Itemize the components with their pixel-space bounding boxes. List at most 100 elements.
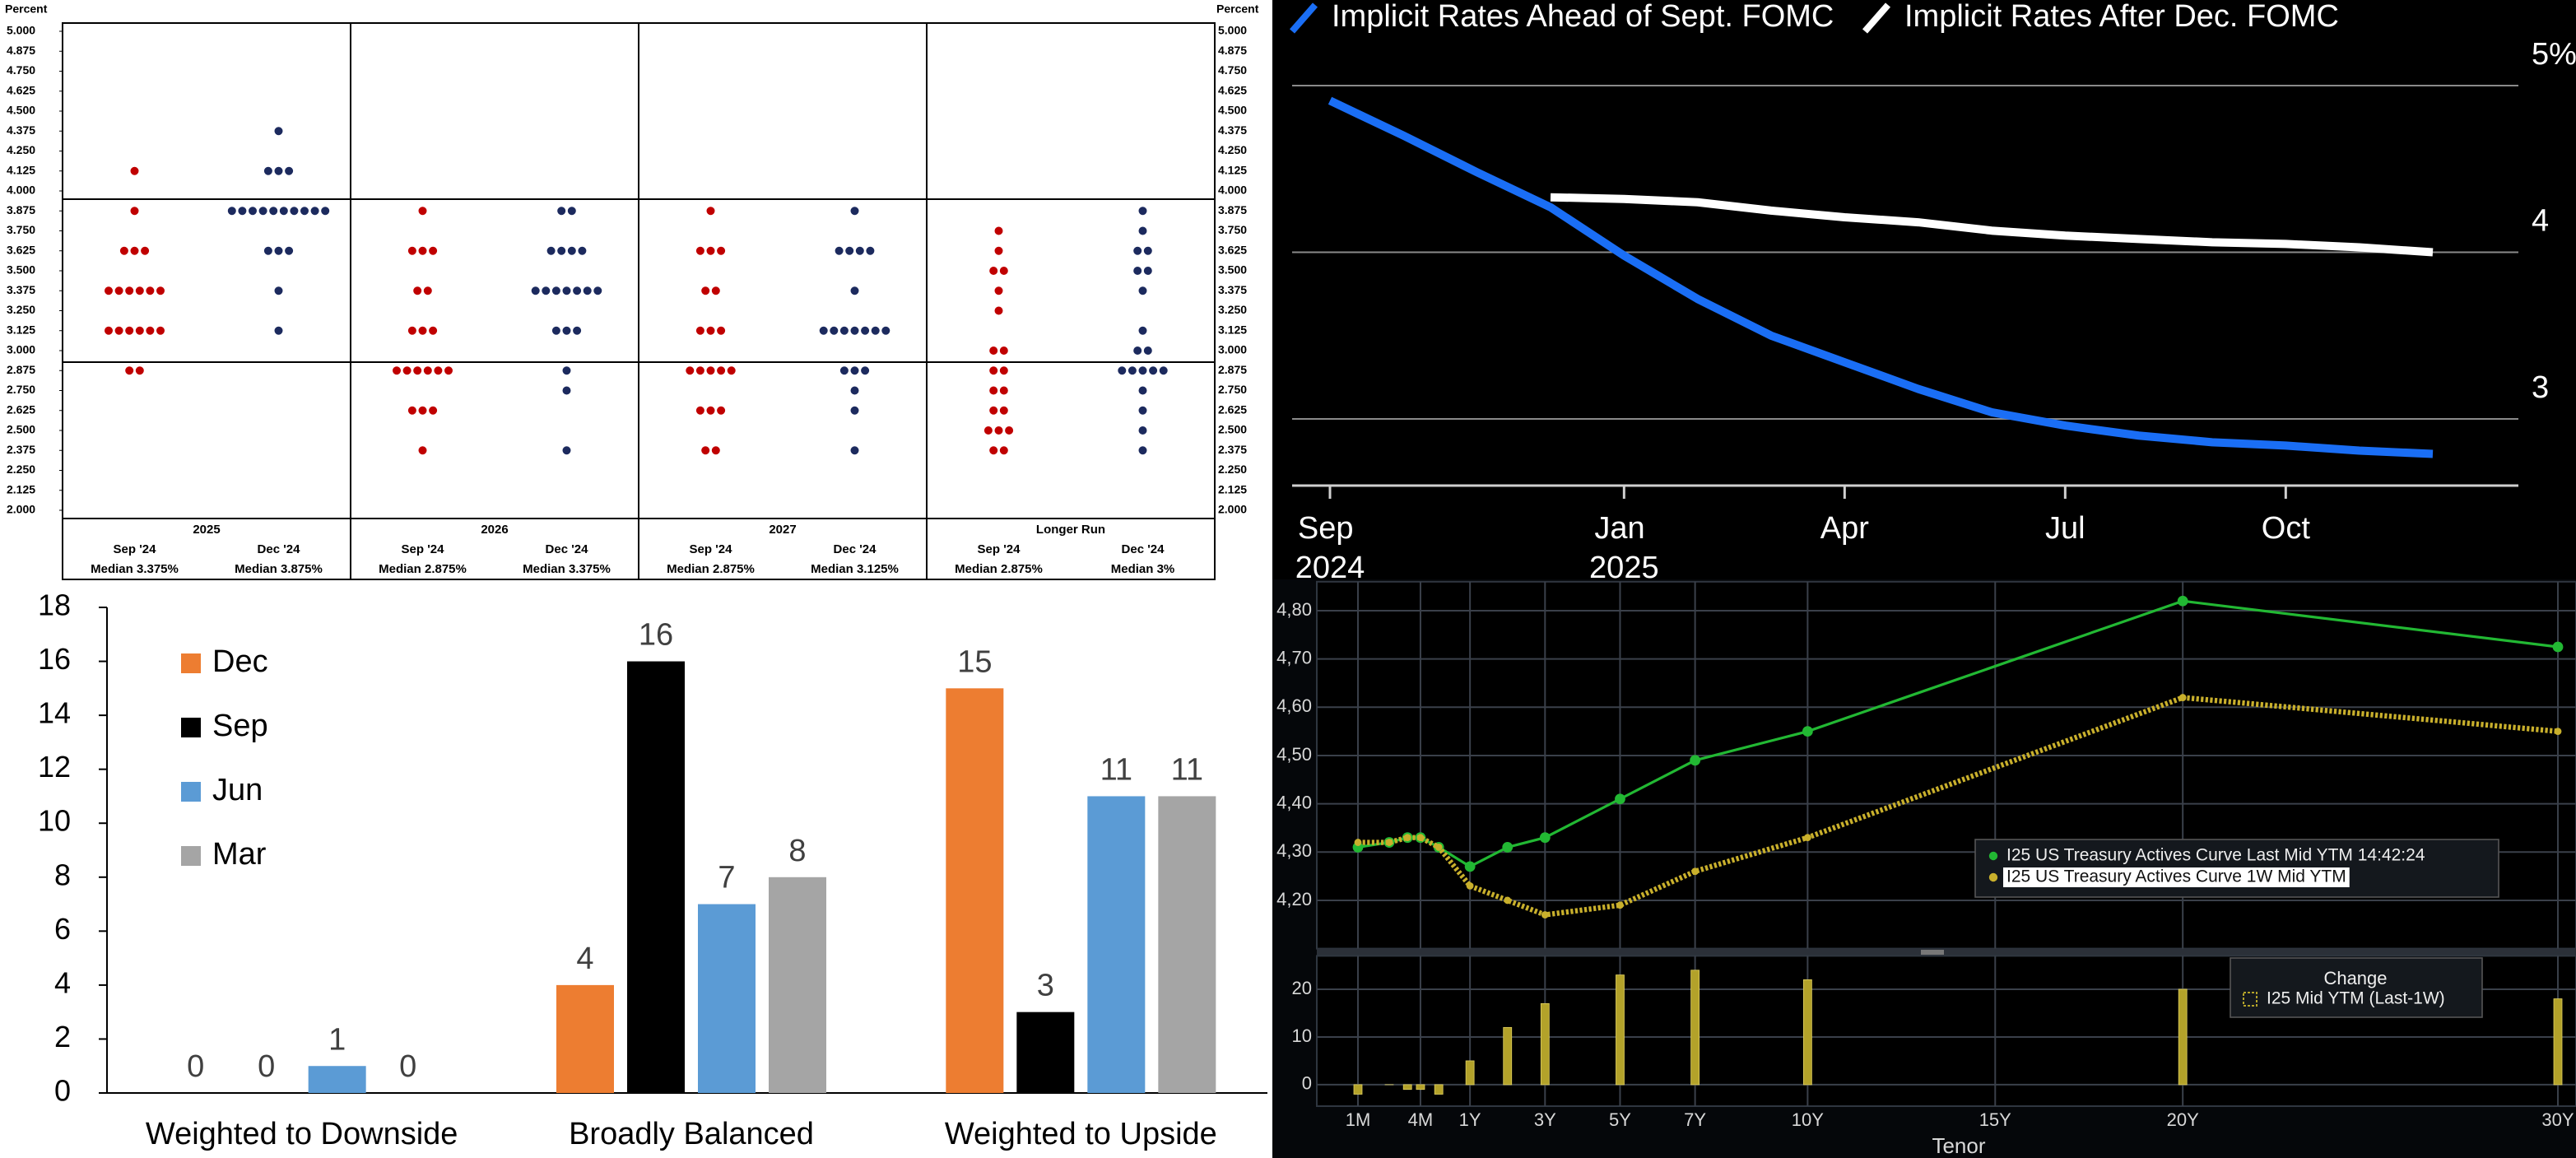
- series-line: [1550, 193, 2434, 257]
- point-marker: [1616, 901, 1624, 909]
- dot: [227, 207, 236, 216]
- y-tick-label: 5%: [2532, 37, 2576, 72]
- median-label: Median 3%: [1111, 562, 1175, 576]
- point-marker: [1691, 867, 1700, 876]
- dot: [1143, 267, 1152, 275]
- dot: [1005, 426, 1014, 435]
- x-tick-label: 10Y: [1792, 1109, 1824, 1130]
- dot: [114, 326, 123, 335]
- dot: [1149, 366, 1158, 375]
- value-label: 11: [1171, 752, 1203, 787]
- dot: [1133, 346, 1142, 355]
- dot: [567, 246, 576, 255]
- dot: [130, 246, 139, 255]
- dot: [105, 286, 113, 295]
- y-axis-title: Percent: [5, 2, 48, 16]
- y-tick-label: 4.875: [7, 44, 35, 57]
- x-tick-label: 1M: [1346, 1109, 1371, 1130]
- dot: [551, 286, 560, 295]
- y-tick-label: 2.750: [1218, 383, 1247, 396]
- y-tick-label: 4.500: [1218, 104, 1247, 117]
- y-tick-label: 3.250: [1218, 303, 1247, 316]
- x-tick-label: Sep 2024: [1295, 511, 1365, 585]
- y-tick-label: 2.875: [7, 363, 35, 376]
- legend-swatch: [181, 718, 201, 737]
- dot: [701, 286, 710, 295]
- median-label: Median 3.125%: [811, 562, 899, 576]
- x-tick-label: 20Y: [2167, 1109, 2199, 1130]
- dot: [850, 406, 859, 415]
- y-tick-label: 4,40: [1276, 792, 1312, 812]
- dot: [1138, 386, 1147, 395]
- y-tick-label: 6: [54, 912, 71, 946]
- y-tick-label: 2.875: [1218, 363, 1247, 376]
- y-tick-label: 4.625: [1218, 83, 1247, 96]
- bar: [1465, 1060, 1475, 1086]
- dot: [989, 406, 998, 415]
- y-tick-label: 2.250: [7, 463, 35, 476]
- dot: [593, 286, 602, 295]
- y-tick-label: 4,60: [1276, 695, 1312, 716]
- median-label: Median 3.875%: [235, 562, 323, 576]
- y-tick-label: 3.375: [7, 283, 35, 296]
- x-tick-label: Weighted to Upside: [945, 1117, 1217, 1151]
- dot: [418, 246, 427, 255]
- y-tick-label: 4.500: [7, 104, 35, 117]
- dot: [686, 366, 695, 375]
- dot: [861, 326, 870, 335]
- dot: [578, 246, 587, 255]
- y-tick-label: 3.125: [7, 323, 35, 336]
- value-label: 0: [258, 1049, 275, 1084]
- dot: [156, 286, 165, 295]
- y-tick-label: 4: [2532, 204, 2549, 239]
- dot: [1159, 366, 1168, 375]
- dot: [573, 286, 582, 295]
- y-tick-label: 4.375: [1218, 123, 1247, 137]
- dot: [999, 366, 1008, 375]
- y-tick-label: 5.000: [1218, 24, 1247, 37]
- bar: [1016, 1012, 1075, 1093]
- dot: [706, 326, 715, 335]
- dot: [994, 286, 1003, 295]
- dot: [1138, 366, 1147, 375]
- dot: [321, 207, 330, 216]
- y-tick-label: 4.875: [1218, 44, 1247, 57]
- legend-swatch: [1862, 2, 1891, 34]
- bar: [1503, 1026, 1513, 1086]
- median-label: Median 2.875%: [955, 562, 1043, 576]
- dot: [130, 166, 139, 175]
- y-tick-label: 16: [38, 642, 71, 676]
- series-label: Sep '24: [978, 542, 1021, 556]
- y-tick-label: 4,70: [1276, 647, 1312, 667]
- dot: [1138, 286, 1147, 295]
- y-tick-label: 2.375: [7, 443, 35, 456]
- x-tick-label: 15Y: [1979, 1109, 2011, 1130]
- dot: [567, 207, 576, 216]
- x-tick-label: 30Y: [2541, 1109, 2574, 1130]
- y-tick-label: 2.000: [1218, 503, 1247, 516]
- legend-swatch: [2243, 992, 2257, 1007]
- dot: [119, 246, 128, 255]
- dot: [263, 246, 272, 255]
- dot: [871, 326, 880, 335]
- y-tick-label: 5.000: [7, 24, 35, 37]
- bar: [1690, 970, 1700, 1086]
- dot: [285, 166, 294, 175]
- dot: [238, 207, 247, 216]
- x-tick-label: Jan 2025: [1589, 511, 1659, 585]
- y-tick-label: 2.625: [7, 402, 35, 416]
- y-tick-label: 2.500: [7, 423, 35, 436]
- point-marker: [1403, 834, 1411, 842]
- y-tick-label: 3.500: [1218, 263, 1247, 277]
- value-label: 11: [1100, 752, 1132, 787]
- x-tick-label: 3Y: [1534, 1109, 1556, 1130]
- point-marker: [1504, 896, 1512, 905]
- dot: [999, 267, 1008, 275]
- bar: [1616, 974, 1625, 1086]
- dot: [727, 366, 736, 375]
- bar: [1540, 1002, 1550, 1086]
- dot: [263, 166, 272, 175]
- y-tick-label: 4,50: [1276, 744, 1312, 765]
- dot: [146, 286, 155, 295]
- legend-highlight: [2003, 867, 2350, 887]
